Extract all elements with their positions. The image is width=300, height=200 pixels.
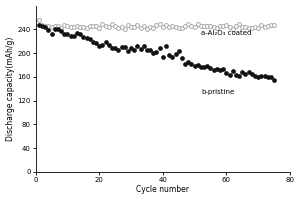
X-axis label: Cycle number: Cycle number (136, 185, 189, 194)
Y-axis label: Discharge capacity(mAh/g): Discharge capacity(mAh/g) (6, 36, 15, 141)
Text: a-Al₂O₃ coated: a-Al₂O₃ coated (201, 30, 251, 36)
Text: b-pristine: b-pristine (201, 89, 234, 95)
